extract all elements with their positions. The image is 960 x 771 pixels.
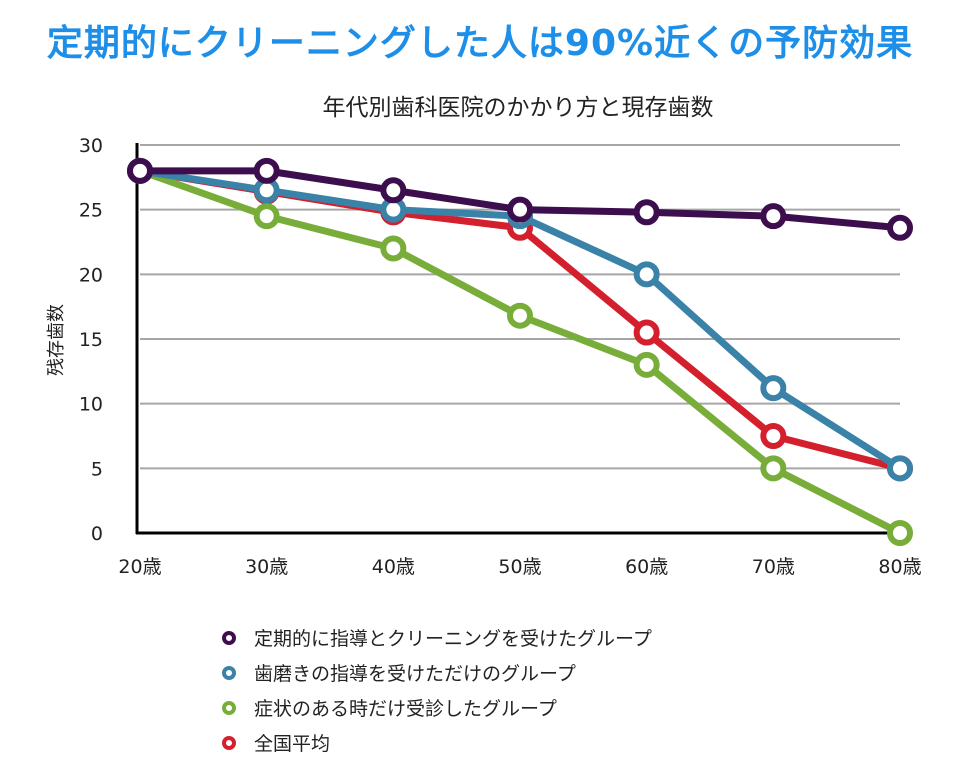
y-tick-label: 10 — [79, 394, 103, 416]
chart-title: 年代別歯科医院のかかり方と現存歯数 — [322, 95, 714, 121]
legend-item: 症状のある時だけ受診したグループ — [222, 690, 652, 725]
data-point — [380, 235, 407, 262]
x-tick-label: 40歳 — [372, 556, 415, 578]
y-tick-label: 5 — [91, 458, 103, 480]
data-point — [127, 157, 153, 184]
legend-item: 全国平均 — [222, 725, 652, 760]
x-tick-label: 60歳 — [625, 556, 668, 578]
data-point — [633, 261, 660, 288]
data-point — [887, 214, 913, 241]
data-point — [760, 455, 787, 482]
x-tick-labels: 20歳 30歳 40歳 50歳 60歳 70歳 80歳 — [118, 556, 921, 578]
data-point — [633, 199, 660, 226]
data-point — [760, 375, 787, 402]
y-axis-label: 残存歯数 — [46, 304, 67, 376]
axes — [135, 143, 900, 535]
legend-label: 定期的に指導とクリーニングを受けたグループ — [254, 628, 652, 650]
data-point — [760, 203, 787, 230]
legend-label: 歯磨きの指導を受けただけのグループ — [254, 663, 576, 685]
y-tick-label: 0 — [91, 523, 103, 545]
x-tick-label: 30歳 — [245, 556, 288, 578]
x-tick-label: 70歳 — [752, 556, 795, 578]
y-tick-labels: 0 5 10 15 20 25 30 — [79, 135, 103, 545]
legend-item: 定期的に指導とクリーニングを受けたグループ — [222, 620, 652, 655]
x-tick-label: 20歳 — [118, 556, 161, 578]
y-tick-label: 25 — [79, 200, 103, 222]
legend-marker-icon — [222, 700, 236, 715]
legend-marker-icon — [222, 735, 236, 750]
data-point — [760, 423, 787, 449]
x-tick-label: 80歳 — [878, 556, 921, 578]
data-point — [633, 319, 660, 346]
data-point — [380, 177, 407, 204]
data-point — [253, 203, 280, 230]
legend-marker-icon — [222, 665, 236, 680]
y-tick-label: 15 — [79, 329, 103, 351]
data-point — [507, 302, 533, 329]
legend-item: 歯磨きの指導を受けただけのグループ — [222, 655, 652, 690]
y-tick-label: 30 — [79, 135, 103, 157]
headline: 定期的にクリーニングした人は90%近くの予防効果 — [46, 23, 914, 64]
y-tick-label: 20 — [79, 264, 103, 286]
data-point — [887, 455, 913, 482]
legend: 定期的に指導とクリーニングを受けたグループ 歯磨きの指導を受けただけのグループ 症状… — [222, 620, 652, 760]
data-point — [253, 157, 280, 184]
legend-marker-icon — [222, 630, 236, 645]
legend-label: 症状のある時だけ受診したグループ — [254, 698, 557, 720]
series-group — [127, 157, 913, 546]
data-point — [633, 351, 660, 378]
data-point — [507, 196, 533, 223]
x-tick-label: 50歳 — [498, 556, 541, 578]
legend-label: 全国平均 — [254, 733, 331, 755]
series-0 — [127, 157, 913, 241]
data-point — [887, 520, 913, 546]
